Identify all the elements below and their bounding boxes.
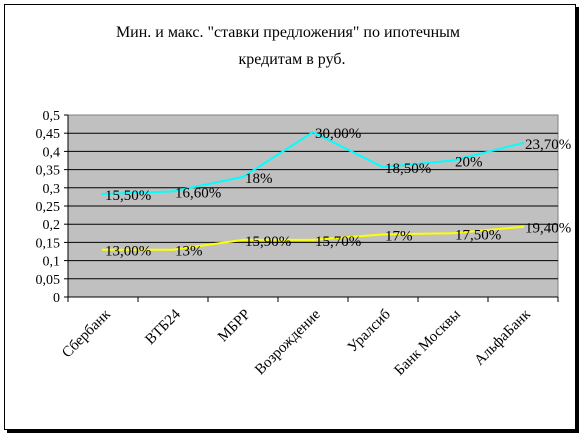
data-label: 15,50% [105,188,151,204]
data-point [171,248,175,251]
data-point [101,192,105,196]
y-tick-label: 0,45 [36,127,61,142]
y-tick-label: 0,2 [43,218,61,233]
x-tick-label: МБРР [215,307,254,346]
data-point [311,130,315,134]
data-point [381,233,385,236]
data-label: 17,50% [455,227,501,243]
y-tick-label: 0,5 [43,109,61,124]
data-point [241,175,245,179]
series-group [101,130,525,251]
data-label: 16,60% [175,185,221,201]
chart-title-line-1: Мин. и макс. "ставки предложения" по ипо… [116,24,460,41]
x-tick-label: Сбербанк [59,306,114,361]
data-point [311,238,315,242]
gridlines [68,132,558,280]
data-label: 18,50% [385,161,431,177]
data-label: 15,90% [245,234,291,250]
data-point [451,232,455,235]
x-tick-label: Возрождение [252,306,324,378]
y-tick-label: 0,35 [36,164,61,179]
data-label: 20% [455,155,483,171]
x-tick-label: Банк Москвы [392,307,464,379]
data-label: 18% [245,171,273,187]
x-tick-label: АльфаБанк [472,306,535,369]
data-label: 13% [175,244,203,260]
data-labels: 15,50% 16,60% 18% 30,00% 18,50% 20% 23,70% 13,0… [105,126,571,260]
data-point [521,141,525,145]
y-tick-label: 0,4 [43,145,61,160]
data-label: 13,00% [105,244,151,260]
y-tick-label: 0,1 [43,255,61,270]
data-point [241,238,245,242]
x-tick-label: ВТБ24 [142,306,184,348]
data-label: 17% [385,228,413,244]
chart-title-line-2: кредитам в руб. [238,51,345,68]
data-label: 23,70% [525,137,571,153]
data-label: 15,70% [315,234,361,250]
y-tick-label: 0,3 [43,182,61,197]
x-tick-label: Уралсиб [345,306,394,355]
data-point [451,159,455,162]
data-point [171,190,175,193]
data-point [381,165,385,169]
y-tick-label: 0,05 [36,273,61,288]
data-point [101,248,105,251]
y-axis-ticks: 0 0,05 0,1 0,15 0,2 0,25 0,3 0,35 0,4 0,45 0,5 [36,109,69,306]
y-tick-label: 0,25 [36,200,61,215]
data-label: 30,00% [315,126,361,142]
data-point [521,225,525,228]
data-label: 19,40% [525,221,571,237]
y-tick-label: 0 [53,291,60,306]
y-tick-label: 0,15 [36,236,61,251]
